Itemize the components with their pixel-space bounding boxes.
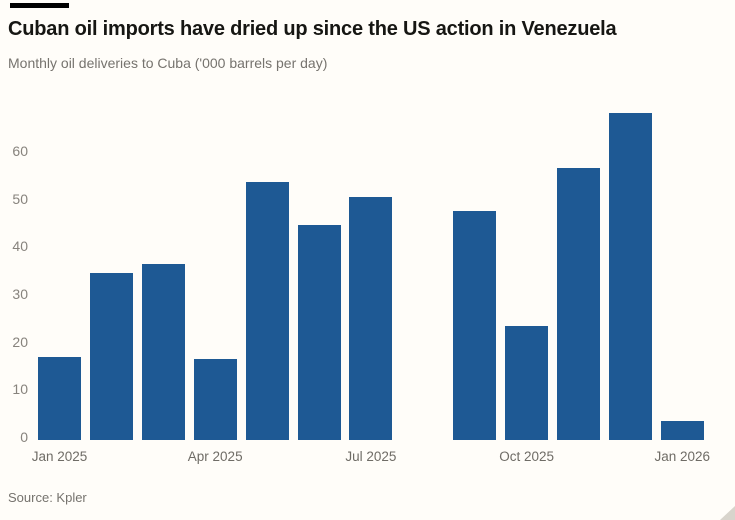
bar-jan-2025 <box>38 356 81 440</box>
x-axis-tick-label: Apr 2025 <box>187 449 243 464</box>
y-axis-tick-label: 10 <box>12 381 28 398</box>
x-axis-tick-label: Oct 2025 <box>499 449 554 464</box>
bar-sep-2025 <box>453 211 497 440</box>
source-note: Source: Kpler <box>8 490 87 505</box>
bar-oct-2025 <box>505 325 549 440</box>
x-axis-tick-label: Jan 2026 <box>654 449 711 464</box>
x-axis-tick-label: Jul 2025 <box>345 449 397 464</box>
y-axis-tick-label: 30 <box>12 285 28 302</box>
bar-jan-2026 <box>660 420 704 440</box>
bar-dec-2025 <box>608 113 652 440</box>
y-axis-tick-label: 0 <box>20 429 28 445</box>
resize-handle-icon[interactable] <box>720 506 735 520</box>
y-axis-tick-label: 40 <box>12 238 28 255</box>
bar-mar-2025 <box>141 263 185 440</box>
bar-feb-2025 <box>89 273 133 440</box>
chart-title: Cuban oil imports have dried up since th… <box>8 18 617 40</box>
bar-jun-2025 <box>297 225 341 440</box>
chart-subtitle: Monthly oil deliveries to Cuba ('000 bar… <box>8 55 328 71</box>
accent-bar <box>10 3 69 8</box>
bar-nov-2025 <box>557 168 600 440</box>
bar-may-2025 <box>245 182 289 440</box>
y-axis-tick-label: 60 <box>12 142 28 159</box>
y-axis-tick-label: 20 <box>12 333 28 350</box>
y-axis-tick-label: 50 <box>12 190 28 207</box>
bar-apr-2025 <box>193 358 237 440</box>
bar-jul-2025 <box>349 196 393 440</box>
x-axis-tick-label: Jan 2025 <box>31 449 88 464</box>
